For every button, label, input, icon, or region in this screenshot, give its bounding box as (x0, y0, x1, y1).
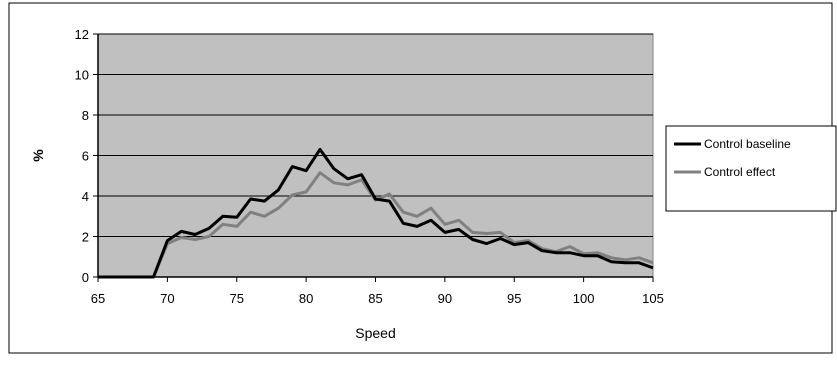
x-tick-label: 85 (368, 291, 382, 306)
series-lines (98, 147, 654, 279)
y-axis-title: % (30, 149, 46, 162)
x-tick-label: 105 (642, 291, 664, 306)
y-tick-label: 12 (75, 27, 89, 42)
y-tick-label: 0 (82, 270, 89, 285)
y-tick-label: 6 (82, 149, 89, 164)
y-tick-label: 4 (82, 189, 89, 204)
x-tick-label: 100 (573, 291, 595, 306)
series-line-control-baseline (98, 147, 654, 279)
y-tick-label: 2 (82, 230, 89, 245)
legend-label-control-baseline: Control baseline (704, 137, 791, 151)
x-tick-label: 75 (230, 291, 244, 306)
x-tick-label: 70 (160, 291, 174, 306)
x-tick-label: 65 (91, 291, 105, 306)
legend-label-control-effect: Control effect (704, 165, 776, 179)
x-tick-label: 90 (438, 291, 452, 306)
y-tick-label: 10 (75, 68, 89, 83)
x-axis-title: Speed (355, 325, 395, 341)
x-tick-label: 80 (299, 291, 313, 306)
legend-box (665, 125, 837, 212)
x-tick-label: 95 (507, 291, 521, 306)
y-tick-label: 8 (82, 108, 89, 123)
tick-labels: 0 2 4 6 8 10 12 65 70 75 80 85 90 95 100 105 (75, 27, 664, 306)
legend: Control baseline Control effect (665, 125, 837, 212)
